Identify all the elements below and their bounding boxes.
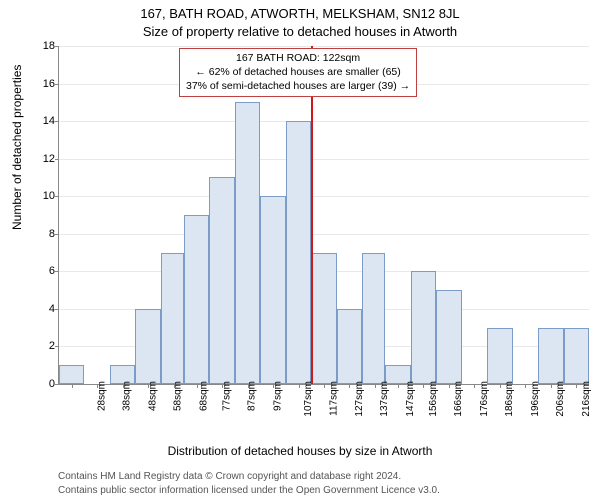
ytick-mark bbox=[55, 159, 59, 160]
ytick-label: 14 bbox=[31, 115, 55, 127]
histogram-bar bbox=[362, 253, 385, 384]
xtick-mark bbox=[423, 384, 424, 388]
ytick-label: 8 bbox=[31, 228, 55, 240]
y-axis-label: Number of detached properties bbox=[10, 65, 24, 230]
ytick-mark bbox=[55, 196, 59, 197]
x-axis-label: Distribution of detached houses by size … bbox=[0, 444, 600, 458]
histogram-bar bbox=[135, 309, 160, 384]
xtick-label: 147sqm bbox=[405, 381, 416, 417]
xtick-mark bbox=[474, 384, 475, 388]
xtick-mark bbox=[72, 384, 73, 388]
xtick-mark bbox=[398, 384, 399, 388]
xtick-mark bbox=[148, 384, 149, 388]
xtick-mark bbox=[576, 384, 577, 388]
footer-copyright-1: Contains HM Land Registry data © Crown c… bbox=[58, 471, 401, 482]
ytick-mark bbox=[55, 84, 59, 85]
xtick-label: 156sqm bbox=[428, 381, 439, 417]
histogram-bar bbox=[286, 121, 311, 384]
ytick-label: 18 bbox=[31, 40, 55, 52]
xtick-label: 166sqm bbox=[453, 381, 464, 417]
chart-subtitle: Size of property relative to detached ho… bbox=[0, 24, 600, 39]
xtick-label: 176sqm bbox=[479, 381, 490, 417]
xtick-label: 206sqm bbox=[555, 381, 566, 417]
ytick-mark bbox=[55, 346, 59, 347]
chart-title-address: 167, BATH ROAD, ATWORTH, MELKSHAM, SN12 … bbox=[0, 6, 600, 21]
xtick-mark bbox=[248, 384, 249, 388]
histogram-bar bbox=[209, 177, 234, 384]
histogram-bar bbox=[538, 328, 563, 384]
footer-copyright-2: Contains public sector information licen… bbox=[58, 485, 440, 496]
ytick-label: 0 bbox=[31, 378, 55, 390]
annotation-line: 37% of semi-detached houses are larger (… bbox=[186, 79, 410, 93]
gridline bbox=[59, 159, 589, 160]
xtick-mark bbox=[349, 384, 350, 388]
xtick-mark bbox=[222, 384, 223, 388]
histogram-bar bbox=[337, 309, 362, 384]
xtick-mark bbox=[551, 384, 552, 388]
gridline bbox=[59, 234, 589, 235]
histogram-bar bbox=[311, 253, 336, 384]
xtick-mark bbox=[449, 384, 450, 388]
histogram-bar bbox=[564, 328, 589, 384]
gridline bbox=[59, 196, 589, 197]
histogram-bar bbox=[411, 271, 436, 384]
gridline bbox=[59, 121, 589, 122]
xtick-mark bbox=[123, 384, 124, 388]
annotation-line: 167 BATH ROAD: 122sqm bbox=[186, 51, 410, 65]
xtick-label: 68sqm bbox=[198, 381, 209, 411]
gridline bbox=[59, 46, 589, 47]
xtick-mark bbox=[197, 384, 198, 388]
xtick-label: 127sqm bbox=[354, 381, 365, 417]
xtick-mark bbox=[97, 384, 98, 388]
ytick-label: 10 bbox=[31, 190, 55, 202]
ytick-label: 4 bbox=[31, 303, 55, 315]
ytick-label: 16 bbox=[31, 78, 55, 90]
ytick-mark bbox=[55, 46, 59, 47]
xtick-mark bbox=[525, 384, 526, 388]
xtick-mark bbox=[174, 384, 175, 388]
annotation-line: ← 62% of detached houses are smaller (65… bbox=[186, 65, 410, 79]
ytick-mark bbox=[55, 271, 59, 272]
xtick-label: 196sqm bbox=[530, 381, 541, 417]
xtick-label: 216sqm bbox=[581, 381, 592, 417]
ytick-label: 6 bbox=[31, 265, 55, 277]
xtick-label: 107sqm bbox=[303, 381, 314, 417]
property-marker-line bbox=[311, 46, 313, 384]
ytick-mark bbox=[55, 309, 59, 310]
histogram-bar bbox=[260, 196, 285, 384]
histogram-plot: 02468101214161828sqm38sqm48sqm58sqm68sqm… bbox=[58, 46, 589, 385]
annotation-box: 167 BATH ROAD: 122sqm← 62% of detached h… bbox=[179, 48, 417, 97]
histogram-bar bbox=[184, 215, 209, 384]
ytick-label: 2 bbox=[31, 340, 55, 352]
xtick-mark bbox=[500, 384, 501, 388]
xtick-label: 117sqm bbox=[328, 381, 339, 416]
ytick-label: 12 bbox=[31, 153, 55, 165]
xtick-label: 137sqm bbox=[380, 381, 391, 417]
histogram-bar bbox=[161, 253, 184, 384]
xtick-mark bbox=[375, 384, 376, 388]
ytick-mark bbox=[55, 121, 59, 122]
histogram-bar bbox=[487, 328, 512, 384]
xtick-mark bbox=[299, 384, 300, 388]
ytick-mark bbox=[55, 234, 59, 235]
ytick-mark bbox=[55, 384, 59, 385]
xtick-mark bbox=[324, 384, 325, 388]
histogram-bar bbox=[436, 290, 461, 384]
xtick-mark bbox=[273, 384, 274, 388]
xtick-label: 186sqm bbox=[504, 381, 515, 417]
histogram-bar bbox=[59, 365, 84, 384]
histogram-bar bbox=[235, 102, 260, 384]
